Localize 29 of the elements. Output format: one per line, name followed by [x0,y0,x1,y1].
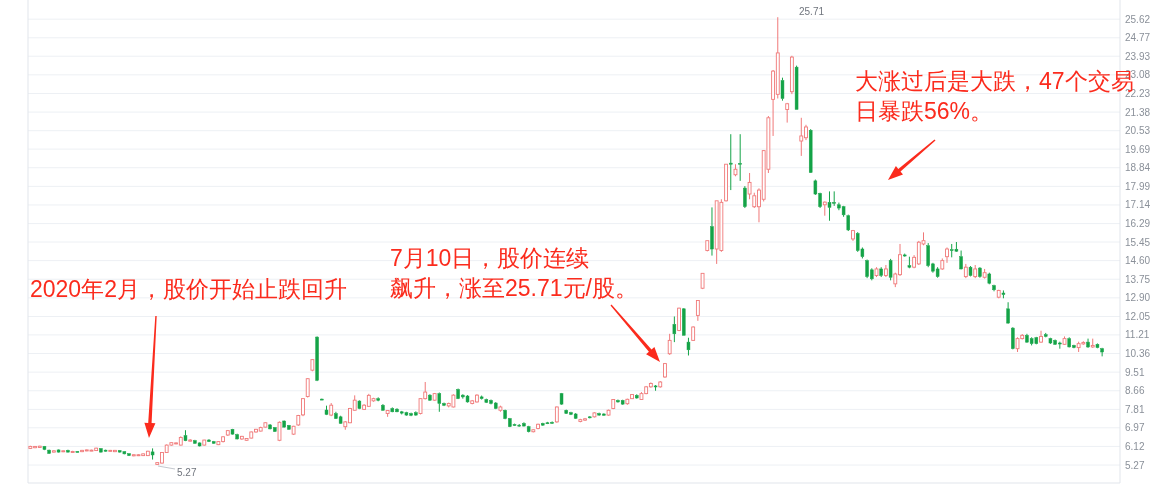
y-tick-label: 17.99 [1125,180,1151,192]
annotation: 飙升，涨至25.71元/股。 [390,275,638,301]
y-tick-label: 6.97 [1125,422,1145,434]
y-tick-label: 25.62 [1125,13,1151,25]
annotation: 25.71 [799,6,825,17]
annotation: 5.27 [177,467,197,478]
y-tick-label: 12.05 [1125,311,1151,322]
y-tick-label: 7.81 [1125,403,1145,415]
annotation: 2020年2月，股价开始止跌回升 [30,276,347,302]
y-tick-label: 11.21 [1125,329,1150,341]
y-tick-label: 19.69 [1125,143,1151,155]
y-tick-label: 9.51 [1125,366,1145,378]
y-tick-label: 18.84 [1125,162,1151,174]
y-tick-label: 20.53 [1125,125,1151,137]
y-tick-label: 15.45 [1125,236,1151,248]
annotation: 7月10日，股价连续 [390,245,590,271]
annotation: 日暴跌56%。 [855,97,994,124]
y-tick-label: 23.93 [1125,50,1151,62]
y-tick-label: 21.38 [1125,106,1151,118]
y-tick-label: 17.14 [1125,199,1151,211]
y-tick-label: 6.12 [1125,440,1145,452]
y-tick-label: 24.77 [1125,32,1151,44]
y-tick-label: 16.29 [1125,218,1151,230]
y-tick-label: 14.60 [1125,255,1151,267]
y-tick-label: 5.27 [1125,459,1145,471]
y-tick-label: 10.36 [1125,348,1151,359]
y-tick-label: 13.75 [1125,273,1151,285]
y-tick-label: 12.90 [1125,292,1151,304]
y-tick-label: 8.66 [1125,385,1145,397]
